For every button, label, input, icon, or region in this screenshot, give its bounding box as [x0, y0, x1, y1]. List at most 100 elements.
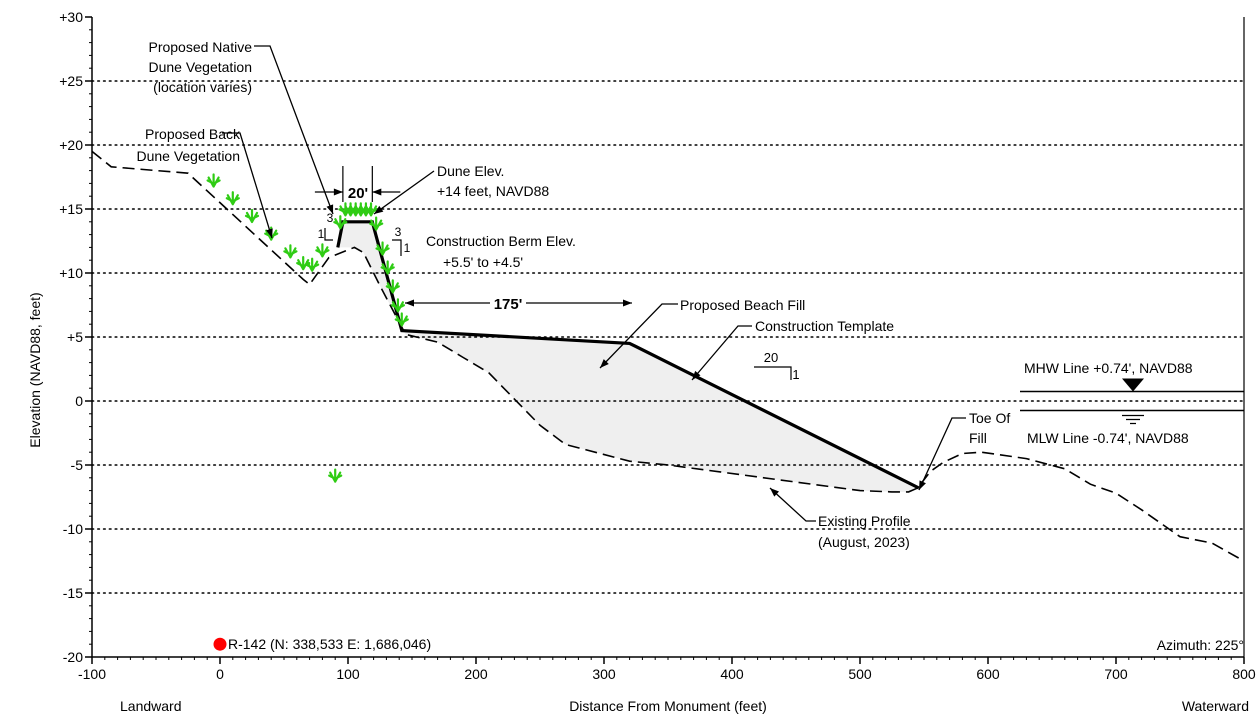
- x-tick-label: 200: [464, 666, 488, 682]
- vegetation-tuft-icon: [305, 257, 320, 272]
- toe-fill-leader-arrow: [919, 480, 926, 490]
- mlw-label: MLW Line -0.74', NAVD88: [1027, 430, 1189, 446]
- back-veg-leader: [222, 132, 273, 239]
- slope-left-rise: 1: [318, 227, 325, 241]
- dune-elev-leader-arrow: [374, 205, 384, 214]
- azimuth-label: Azimuth: 225°: [1157, 637, 1244, 653]
- dim-20-arrow-right-arrow: [372, 188, 382, 196]
- vegetation-tuft-icon: [390, 298, 406, 313]
- dim-20-arrow-left-arrow: [333, 188, 343, 196]
- native-dune-veg-line1: Proposed Native: [148, 39, 252, 55]
- back-dune-veg-line1: Proposed Back: [145, 126, 241, 142]
- berm-elev-line1: Construction Berm Elev.: [426, 233, 576, 249]
- beach-fill-leader-arrow: [600, 359, 609, 368]
- x-tick-label: 500: [848, 666, 872, 682]
- y-tick-label: +10: [59, 265, 83, 281]
- native-veg-leader-arrow: [326, 204, 334, 214]
- beach-fill-leader: [599, 303, 678, 369]
- vegetation-tuft-icon: [363, 202, 379, 217]
- dune-elev-leader: [373, 170, 435, 215]
- slope-left-run: 3: [327, 211, 334, 225]
- back-veg-leader-arrow: [266, 228, 273, 238]
- vegetation-tuft-icon: [385, 279, 400, 294]
- y-tick-label: +5: [67, 329, 83, 345]
- vegetation-tuft-icon: [225, 191, 240, 206]
- y-tick-label: +15: [59, 201, 83, 217]
- mlw-marker-icon: [1122, 414, 1144, 425]
- existing-profile-line: [91, 150, 1245, 562]
- slope-right-run: 3: [395, 225, 402, 239]
- dune-elev-line1: Dune Elev.: [437, 163, 504, 179]
- dim-175-arrow-left-arrow: [405, 299, 414, 307]
- y-tick-label: +30: [59, 9, 83, 25]
- vegetation-tuft-icon: [380, 260, 395, 275]
- dune-crest-width-label: 20': [348, 185, 368, 202]
- y-tick-label: +20: [59, 137, 83, 153]
- berm-width-label: 175': [494, 296, 523, 313]
- berm-elev-line2: +5.5' to +4.5': [443, 254, 523, 270]
- ticks-layer: +30 +25 +20 +15 +10 +5 0 -5 -10 -15 -20-100 0 100 200…: [59, 9, 1256, 682]
- slope-left-bracket: [324, 228, 333, 241]
- x-tick-label: 600: [976, 666, 1000, 682]
- toe-of-fill-line2: Fill: [969, 430, 987, 446]
- x-tick-label: 400: [720, 666, 744, 682]
- y-tick-label: -5: [71, 457, 84, 473]
- slope-shore-run: 20: [764, 350, 778, 365]
- existing-profile-leader-arrow: [770, 488, 779, 497]
- x-tick-label: 800: [1232, 666, 1256, 682]
- y-tick-label: -10: [63, 521, 83, 537]
- existing-profile-line1: Existing Profile: [818, 513, 911, 529]
- vegetation-tuft-icon: [394, 312, 409, 327]
- x-tick-label: 0: [216, 666, 224, 682]
- beach-fill-area: [337, 221, 919, 492]
- slope-shore-bracket: [754, 366, 792, 380]
- waterward-label: Waterward: [1182, 698, 1249, 714]
- vegetation-tuft-icon: [375, 241, 390, 256]
- slope-shore-rise: 1: [792, 367, 799, 382]
- vegetation-tuft-icon: [333, 215, 348, 230]
- native-dune-veg-line3: (location varies): [153, 79, 252, 95]
- native-veg-leader: [254, 45, 334, 215]
- x-axis-label: Distance From Monument (feet): [569, 698, 767, 714]
- existing-profile-line2: (August, 2023): [818, 534, 910, 550]
- beach-fill-line1: Proposed Beach Fill: [680, 297, 805, 313]
- vegetation-tuft-icon: [315, 243, 330, 258]
- vegetation-tuft-icon: [283, 244, 298, 259]
- slope-right-bracket: [392, 239, 402, 256]
- template-leader: [691, 325, 752, 381]
- gridlines: [91, 80, 1245, 594]
- beach-fill-line2: Construction Template: [755, 318, 894, 334]
- x-tick-label: -100: [78, 666, 106, 682]
- vegetation-tuft-icon: [244, 208, 260, 224]
- vegetation-layer: [206, 173, 409, 483]
- toe-of-fill-line1: Toe Of: [969, 410, 1010, 426]
- mhw-label: MHW Line +0.74', NAVD88: [1024, 360, 1193, 376]
- landward-label: Landward: [120, 698, 182, 714]
- template-leader-arrow: [692, 370, 701, 380]
- slope-right-rise: 1: [404, 241, 411, 255]
- y-tick-label: -15: [63, 585, 83, 601]
- dim-175-arrow-right-arrow: [623, 299, 632, 307]
- x-tick-label: 700: [1104, 666, 1128, 682]
- vegetation-tuft-icon: [369, 216, 384, 231]
- vegetation-tuft-icon: [328, 468, 343, 483]
- annotation-lines: [222, 45, 1244, 522]
- vegetation-tuft-icon: [206, 173, 221, 188]
- native-dune-veg-line2: Dune Vegetation: [148, 59, 252, 75]
- fill-layer: [337, 221, 919, 492]
- monument-label: R-142 (N: 338,533 E: 1,686,046): [228, 636, 431, 652]
- monument-marker: [213, 637, 227, 651]
- x-tick-label: 100: [336, 666, 360, 682]
- y-axis-label: Elevation (NAVD88, feet): [27, 292, 43, 447]
- x-tick-label: 300: [592, 666, 616, 682]
- y-tick-label: -20: [63, 649, 83, 665]
- existing-profile-leader: [769, 487, 816, 522]
- dune-elev-line2: +14 feet, NAVD88: [437, 183, 549, 199]
- toe-fill-leader: [918, 417, 966, 491]
- y-tick-label: +25: [59, 73, 83, 89]
- mhw-marker-icon: [1122, 378, 1144, 392]
- y-tick-label: 0: [75, 393, 83, 409]
- back-dune-veg-line2: Dune Vegetation: [136, 148, 240, 164]
